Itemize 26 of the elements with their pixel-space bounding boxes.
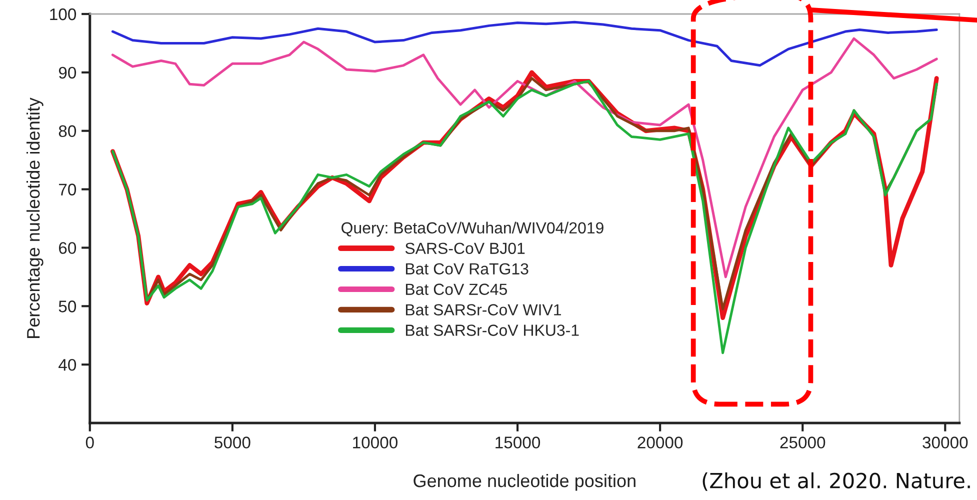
x-tick-label: 30000 xyxy=(922,436,968,448)
legend-label: Bat CoV ZC45 xyxy=(406,284,507,295)
x-tick-label: 20000 xyxy=(638,436,683,448)
y-tick-label: 70 xyxy=(59,184,76,196)
y-tick-label: 80 xyxy=(58,125,76,138)
y-axis-title: Percentage nucleotide identity xyxy=(26,98,44,338)
y-tick-label: 50 xyxy=(58,300,76,312)
y-tick-label: 40 xyxy=(58,358,76,371)
x-tick-label: 5000 xyxy=(214,436,250,448)
y-tick-label: 100 xyxy=(50,8,76,20)
legend-label: SARS-CoV BJ01 xyxy=(405,242,525,254)
x-tick-label: 15000 xyxy=(496,436,540,448)
x-tick-label: 25000 xyxy=(780,436,826,448)
x-axis-title: Genome nucleotide position xyxy=(414,474,636,491)
legend-label: Bat CoV RaTG13 xyxy=(406,263,528,274)
x-tick-label: 10000 xyxy=(353,436,398,448)
legend-label: Bat SARSr-CoV WIV1 xyxy=(406,304,561,316)
line-series xyxy=(111,20,938,67)
legend-title: Query: BetaCoV/Wuhan/WIV04/2019 xyxy=(342,222,604,237)
line-series xyxy=(111,80,938,354)
y-tick-label: 60 xyxy=(59,242,76,254)
y-tick-label: 90 xyxy=(58,66,76,79)
text: (Zhou et al. 2020. Nature. xyxy=(702,472,970,491)
x-tick-label: 0 xyxy=(86,436,94,448)
line-series xyxy=(111,37,938,278)
legend-label: Bat SARSr-CoV HKU3-1 xyxy=(406,324,579,336)
